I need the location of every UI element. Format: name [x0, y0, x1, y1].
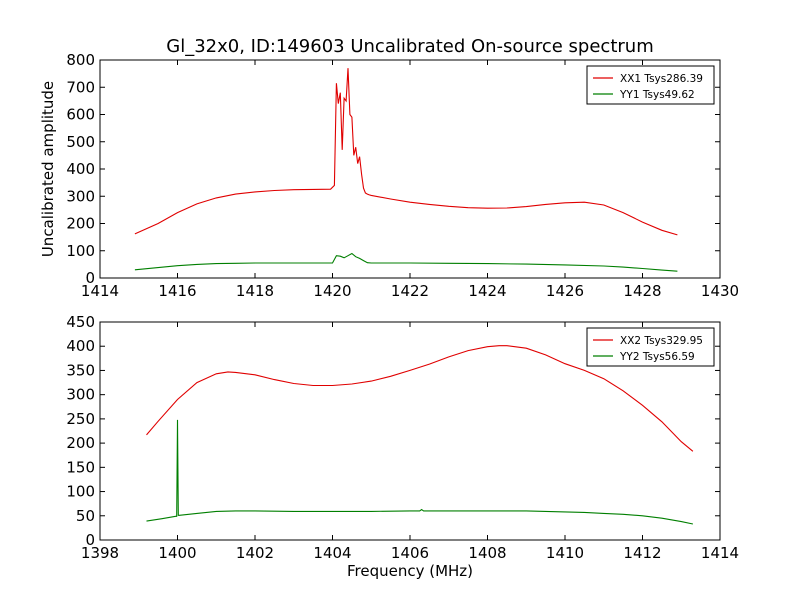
bottom-ytick-label: 150 — [66, 458, 95, 476]
bottom-ytick-label: 100 — [66, 483, 95, 501]
bottom-series-line-yy — [146, 419, 694, 525]
top-ytick-label: 500 — [66, 133, 95, 151]
top-legend-box — [586, 65, 715, 105]
bottom-xtick-label: 1400 — [158, 544, 196, 562]
bottom-ytick-label: 200 — [66, 434, 95, 452]
top-chart-panel: 1414 1416 1418 1420 1422 1424 1426 1428 1430 0 100… — [66, 51, 739, 300]
bottom-xtick-label: 1404 — [313, 544, 351, 562]
bottom-chart-xlabel: Frequency (MHz) — [347, 562, 473, 580]
bottom-ytick-label: 0 — [85, 531, 95, 549]
bottom-ytick-label: 50 — [76, 507, 95, 525]
top-xtick-label: 1420 — [313, 282, 351, 300]
bottom-xtick-label: 1412 — [623, 544, 661, 562]
top-series-line-xx — [134, 68, 678, 236]
top-ytick-label: 0 — [85, 269, 95, 287]
bottom-xtick-label: 1410 — [546, 544, 584, 562]
top-ytick-label: 400 — [66, 160, 95, 178]
top-xtick-label: 1418 — [236, 282, 274, 300]
bottom-legend-label: XX2 Tsys329.95 — [620, 335, 703, 347]
bottom-xtick-label: 1406 — [391, 544, 429, 562]
bottom-ytick-label: 250 — [66, 410, 95, 428]
top-chart-ylabel: Uncalibrated amplitude — [39, 81, 57, 257]
bottom-series-line-xx — [146, 345, 694, 452]
bottom-legend-box — [586, 327, 715, 367]
top-xtick-label: 1414 — [81, 282, 119, 300]
bottom-ytick-label: 450 — [66, 313, 95, 331]
top-xtick-label: 1426 — [546, 282, 584, 300]
top-chart-title: Gl_32x0, ID:149603 Uncalibrated On-sourc… — [166, 36, 653, 57]
bottom-ytick-label: 300 — [66, 386, 95, 404]
bottom-xtick-label: 1398 — [81, 544, 119, 562]
top-series-line-yy — [134, 252, 678, 272]
bottom-xtick-label: 1414 — [701, 544, 739, 562]
bottom-ytick-label: 350 — [66, 361, 95, 379]
top-legend-label: XX1 Tsys286.39 — [620, 73, 703, 85]
top-xtick-label: 1416 — [158, 282, 196, 300]
top-ytick-label: 200 — [66, 215, 95, 233]
bottom-xtick-label: 1402 — [236, 544, 274, 562]
bottom-legend-label: YY2 Tsys56.59 — [619, 351, 695, 363]
top-ytick-label: 800 — [66, 51, 95, 69]
bottom-chart-panel: 1398 1400 1402 1404 1406 1408 1410 1412 1414 0 50 1… — [66, 313, 739, 562]
top-xtick-label: 1422 — [391, 282, 429, 300]
bottom-ytick-label: 400 — [66, 337, 95, 355]
top-legend-label: YY1 Tsys49.62 — [619, 89, 695, 101]
bottom-xtick-label: 1408 — [468, 544, 506, 562]
top-ytick-label: 300 — [66, 187, 95, 205]
top-ytick-label: 600 — [66, 106, 95, 124]
top-xtick-label: 1424 — [468, 282, 506, 300]
top-ytick-label: 100 — [66, 242, 95, 260]
top-ytick-label: 700 — [66, 78, 95, 96]
top-xtick-label: 1430 — [701, 282, 739, 300]
top-xtick-label: 1428 — [623, 282, 661, 300]
